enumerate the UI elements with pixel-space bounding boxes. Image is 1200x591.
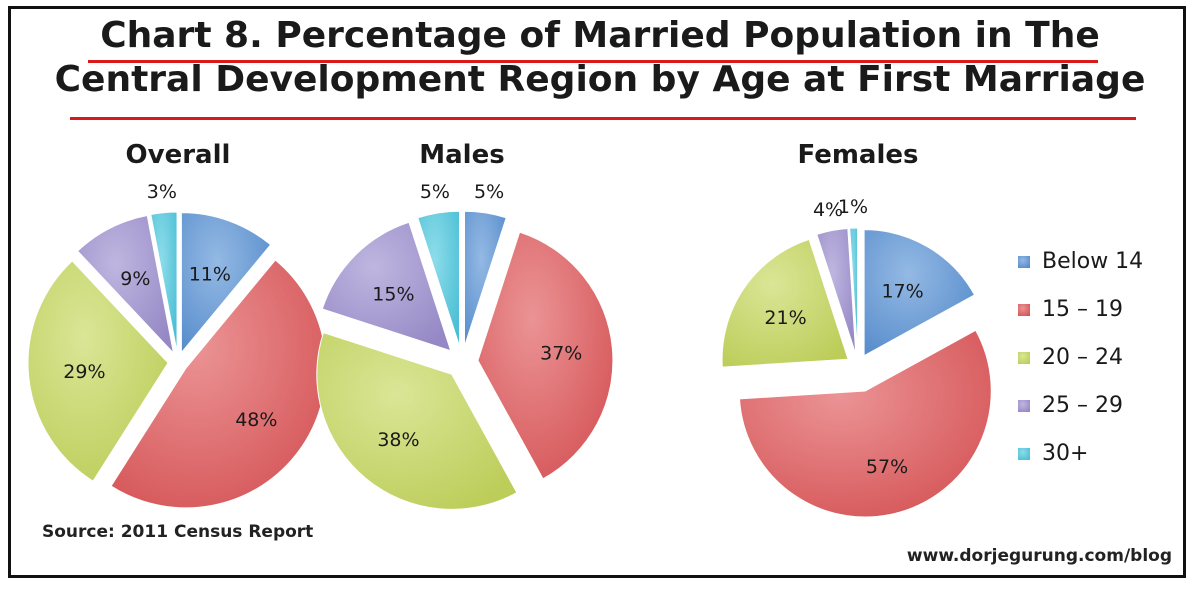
pie-slice-males-2	[316, 331, 518, 510]
legend-label-3: 25 – 29	[1042, 393, 1123, 418]
pie-slice-females-3	[816, 227, 857, 355]
legend-swatch-4	[1018, 448, 1030, 460]
chart-title-line2: Central Development Region by Age at Fir…	[54, 59, 1146, 100]
pie-label-overall-4: 3%	[147, 181, 177, 203]
pie-title-females: Females	[798, 140, 919, 170]
chart-title-line1: Chart 8. Percentage of Married Populatio…	[100, 15, 1100, 56]
pie-slice-overall-2	[27, 260, 169, 482]
pie-slice-males-4	[417, 210, 460, 347]
pie-label-males-2: 38%	[377, 429, 419, 451]
pie-slice-females-1	[738, 329, 992, 518]
legend-label-4: 30+	[1042, 441, 1088, 466]
legend-label-2: 20 – 24	[1042, 345, 1123, 370]
legend-label-0: Below 14	[1042, 249, 1143, 274]
pie-label-females-4: 1%	[838, 196, 868, 218]
legend-swatch-0	[1018, 256, 1030, 268]
chart-title: Chart 8. Percentage of Married Populatio…	[0, 14, 1200, 102]
pie-slice-overall-4	[150, 211, 178, 353]
title-underline-1	[88, 60, 1098, 63]
pie-label-males-1: 37%	[540, 343, 582, 365]
pie-slice-females-0	[863, 229, 976, 357]
pie-title-males: Males	[419, 140, 504, 170]
legend-label-1: 15 – 19	[1042, 297, 1123, 322]
title-underline-2	[70, 117, 1136, 120]
pie-slice-males-0	[464, 210, 507, 347]
legend-swatch-3	[1018, 400, 1030, 412]
pie-label-females-1: 57%	[866, 456, 908, 478]
pie-label-males-3: 15%	[372, 283, 414, 305]
pie-slice-females-2	[721, 238, 849, 368]
pie-slice-overall-3	[76, 214, 175, 355]
pie-slice-overall-1	[110, 259, 327, 509]
website-credit: www.dorjegurung.com/blog	[906, 546, 1172, 566]
pie-slice-overall-0	[180, 212, 272, 354]
legend-swatch-1	[1018, 304, 1030, 316]
legend-swatch-2	[1018, 352, 1030, 364]
pie-label-females-2: 21%	[764, 307, 806, 329]
pie-title-overall: Overall	[126, 140, 231, 170]
pie-label-overall-0: 11%	[189, 264, 231, 286]
pie-label-males-0: 5%	[474, 181, 504, 203]
source-note: Source: 2011 Census Report	[42, 522, 314, 542]
pie-slice-males-1	[477, 231, 614, 480]
pie-label-overall-3: 9%	[120, 268, 150, 290]
pie-label-males-4: 5%	[420, 181, 450, 203]
pie-label-overall-2: 29%	[63, 361, 105, 383]
pie-slice-males-3	[321, 221, 452, 352]
pie-slice-females-4	[849, 227, 859, 355]
pie-label-females-3: 4%	[813, 199, 843, 221]
pie-label-females-0: 17%	[881, 281, 923, 303]
pie-label-overall-1: 48%	[235, 409, 277, 431]
